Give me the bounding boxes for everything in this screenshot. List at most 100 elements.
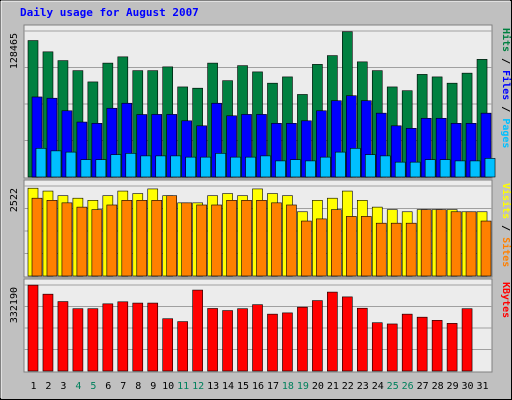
- bar-sites: [241, 200, 252, 277]
- bar-pages: [350, 148, 361, 178]
- x-tick-label: 7: [120, 381, 126, 392]
- right-series-label: Hits / Files / Pages: [500, 28, 512, 148]
- bar-pages: [290, 159, 301, 178]
- bar-kbytes: [102, 303, 114, 372]
- bar-pages: [439, 159, 451, 178]
- x-tick-label: 17: [267, 381, 279, 392]
- bar-pages: [125, 153, 137, 178]
- bar-sites: [435, 209, 447, 277]
- bar-kbytes: [282, 312, 293, 372]
- x-tick-label: 9: [150, 381, 156, 392]
- bar-sites: [46, 200, 58, 277]
- panels-group: 128465 Hits / Files / Pages 2522 Visits / S…: [9, 24, 512, 373]
- bar-sites: [450, 211, 462, 277]
- right-label-visits: Visits: [500, 183, 512, 219]
- bar-kbytes: [416, 316, 428, 372]
- x-tick-label: 22: [342, 381, 354, 392]
- x-tick-label: 8: [135, 381, 141, 392]
- bar-pages: [394, 161, 406, 178]
- bar-pages: [155, 155, 167, 178]
- x-tick-label: 19: [297, 381, 309, 392]
- x-tick-label: 15: [237, 381, 249, 392]
- right-label-files: Files: [500, 70, 512, 100]
- chart-title: Daily usage for August 2007: [20, 6, 199, 19]
- bar-kbytes: [207, 308, 218, 372]
- bar-sites: [106, 204, 118, 277]
- bar-sites: [31, 197, 43, 277]
- bar-kbytes: [177, 321, 188, 372]
- bar-kbytes: [431, 320, 443, 372]
- x-tick-label: 26: [402, 381, 414, 392]
- x-tick-label: 28: [432, 381, 444, 392]
- right-label-separator: /: [500, 52, 511, 70]
- bar-sites: [91, 209, 103, 277]
- right-label-separator: /: [500, 100, 511, 118]
- bar-kbytes: [57, 301, 69, 372]
- bar-kbytes: [401, 313, 413, 372]
- bar-pages: [424, 159, 436, 178]
- bar-pages: [409, 161, 421, 178]
- series-files: [31, 95, 492, 178]
- x-tick-label: 10: [162, 381, 174, 392]
- bar-pages: [379, 155, 391, 178]
- x-tick-label: 31: [476, 381, 488, 392]
- bar-pages: [275, 160, 286, 178]
- bar-kbytes: [446, 323, 458, 372]
- bar-sites: [196, 204, 207, 277]
- bar-sites: [151, 200, 163, 277]
- y-max-label: 2522: [9, 188, 20, 212]
- bar-sites: [465, 211, 477, 277]
- bar-kbytes: [297, 306, 308, 372]
- x-tick-label: 24: [372, 381, 384, 392]
- bar-kbytes: [237, 308, 248, 372]
- bar-kbytes: [87, 308, 99, 372]
- bar-pages: [95, 159, 107, 178]
- bar-sites: [211, 204, 222, 277]
- x-tick-label: 27: [417, 381, 429, 392]
- bar-pages: [230, 156, 241, 178]
- bar-sites: [136, 200, 148, 277]
- panel-3: 332190 KBytes: [9, 278, 511, 373]
- x-tick-label: 16: [252, 381, 264, 392]
- bar-sites: [181, 202, 192, 277]
- bar-pages: [140, 155, 152, 178]
- x-tick-label: 1: [30, 381, 36, 392]
- bar-sites: [346, 216, 357, 277]
- bar-pages: [185, 156, 196, 178]
- bar-pages: [364, 154, 376, 178]
- bar-pages: [454, 160, 466, 178]
- bar-pages: [50, 150, 62, 178]
- bar-sites: [226, 200, 237, 277]
- x-tick-label: 25: [387, 381, 399, 392]
- bar-kbytes: [42, 293, 54, 372]
- right-label-hits: Hits: [500, 28, 512, 52]
- bar-pages: [170, 155, 182, 178]
- bar-kbytes: [252, 304, 263, 372]
- x-tick-label: 3: [60, 381, 66, 392]
- bar-pages: [260, 155, 271, 178]
- right-series-label: KBytes: [500, 282, 511, 318]
- bar-pages: [245, 156, 256, 178]
- x-tick-label: 6: [105, 381, 111, 392]
- bar-pages: [215, 153, 226, 178]
- bar-pages: [80, 159, 92, 178]
- bar-kbytes: [461, 308, 473, 372]
- bar-sites: [286, 204, 297, 277]
- right-label-kbytes: KBytes: [500, 282, 511, 318]
- bar-sites: [166, 195, 178, 277]
- bar-pages: [110, 154, 122, 178]
- bar-sites: [375, 222, 387, 277]
- bar-sites: [390, 222, 402, 277]
- bar-pages: [335, 151, 346, 178]
- bar-kbytes: [267, 313, 278, 372]
- x-tick-label: 2: [45, 381, 51, 392]
- series-sites: [31, 195, 492, 277]
- bar-kbytes: [327, 291, 338, 372]
- bar-pages: [320, 156, 331, 178]
- panel-2: 2522 Visits / Sites: [9, 179, 512, 278]
- x-tick-label: 5: [90, 381, 96, 392]
- series-pages: [35, 148, 496, 178]
- bar-sites: [271, 202, 282, 277]
- x-tick-label: 11: [177, 381, 189, 392]
